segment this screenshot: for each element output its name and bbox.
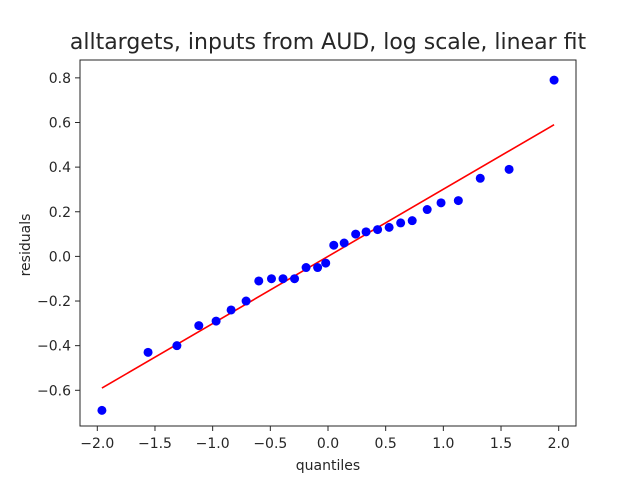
- x-tick-label: 1.0: [432, 436, 454, 452]
- y-tick-label: 0.2: [49, 205, 71, 221]
- data-point: [313, 263, 323, 273]
- plot-frame: [79, 59, 577, 427]
- y-tick-label: −0.4: [37, 339, 71, 355]
- data-point: [97, 405, 107, 415]
- y-axis-label: residuals: [18, 214, 34, 277]
- data-point: [211, 316, 221, 326]
- y-tick-label: −0.6: [37, 383, 71, 399]
- data-point: [475, 173, 485, 183]
- data-point: [396, 218, 406, 228]
- data-point: [453, 196, 463, 206]
- data-point: [241, 296, 251, 306]
- data-point: [339, 238, 349, 248]
- data-point: [422, 205, 432, 215]
- x-tick-label: 2.0: [548, 436, 570, 452]
- data-point: [549, 75, 559, 85]
- data-point: [194, 321, 204, 331]
- fit-line: [101, 124, 555, 389]
- data-point: [301, 263, 311, 273]
- data-point: [384, 222, 394, 232]
- data-point: [361, 227, 371, 237]
- data-point: [329, 240, 339, 250]
- y-tick-label: 0.6: [49, 115, 71, 131]
- data-point: [278, 274, 288, 284]
- data-point: [143, 347, 153, 357]
- x-tick-label: 0.5: [375, 436, 397, 452]
- data-point: [254, 276, 264, 286]
- chart-title: alltargets, inputs from AUD, log scale, …: [70, 30, 587, 55]
- data-point: [407, 216, 417, 226]
- data-point: [290, 274, 300, 284]
- data-point: [226, 305, 236, 315]
- data-point: [351, 229, 361, 239]
- data-point: [266, 274, 276, 284]
- data-point: [172, 341, 182, 351]
- x-tick-label: 0.0: [317, 436, 339, 452]
- y-axis-ticks: −0.6 −0.4 −0.2 0.0 0.2 0.4 0.6 0.8: [37, 71, 80, 399]
- data-points: [97, 75, 559, 415]
- x-axis-label: quantiles: [296, 458, 360, 474]
- y-tick-label: 0.8: [49, 71, 71, 87]
- y-tick-label: 0.4: [49, 160, 71, 176]
- x-tick-label: −1.5: [138, 436, 172, 452]
- data-point: [321, 258, 331, 268]
- x-tick-label: −1.0: [196, 436, 230, 452]
- x-tick-label: −0.5: [253, 436, 287, 452]
- x-tick-label: 1.5: [490, 436, 512, 452]
- data-point: [504, 164, 514, 174]
- data-point: [373, 225, 383, 235]
- y-tick-label: 0.0: [49, 249, 71, 265]
- x-axis-ticks: −2.0 −1.5 −1.0 −0.5 0.0 0.5 1.0 1.5 2.0: [80, 426, 570, 452]
- x-tick-label: −2.0: [80, 436, 114, 452]
- y-tick-label: −0.2: [37, 294, 71, 310]
- data-point: [436, 198, 446, 208]
